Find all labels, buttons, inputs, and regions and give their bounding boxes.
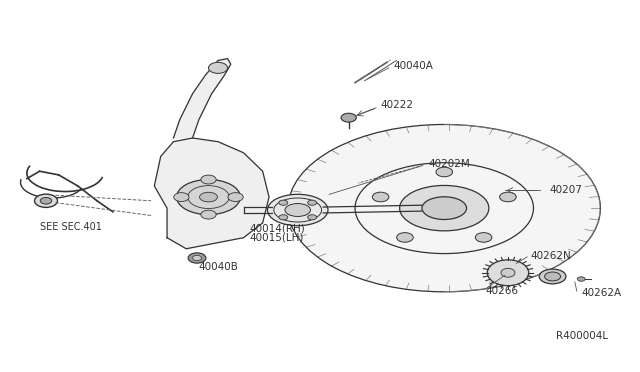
Circle shape: [209, 62, 228, 73]
Text: R400004L: R400004L: [556, 331, 608, 340]
Polygon shape: [173, 59, 231, 138]
Ellipse shape: [200, 192, 218, 202]
Ellipse shape: [268, 194, 328, 226]
Circle shape: [500, 192, 516, 202]
Circle shape: [577, 277, 585, 281]
Ellipse shape: [501, 268, 515, 277]
Circle shape: [279, 215, 288, 220]
Text: 40040B: 40040B: [199, 262, 239, 272]
Ellipse shape: [422, 197, 467, 219]
Text: 40266: 40266: [486, 286, 518, 296]
Circle shape: [201, 210, 216, 219]
Circle shape: [308, 200, 317, 205]
Text: 40040A: 40040A: [394, 61, 433, 71]
Circle shape: [40, 198, 52, 204]
Circle shape: [173, 193, 189, 202]
Circle shape: [35, 194, 58, 208]
Polygon shape: [154, 138, 269, 249]
Text: SEE SEC.401: SEE SEC.401: [40, 222, 102, 232]
Circle shape: [279, 200, 288, 205]
Text: 40015(LH): 40015(LH): [250, 233, 304, 243]
Text: 40202M: 40202M: [428, 159, 470, 169]
Circle shape: [308, 215, 317, 220]
Ellipse shape: [540, 269, 566, 284]
Circle shape: [193, 256, 202, 260]
Circle shape: [476, 232, 492, 242]
Circle shape: [436, 167, 452, 177]
Text: 40222: 40222: [381, 100, 413, 110]
Ellipse shape: [177, 180, 241, 215]
Text: 40262A: 40262A: [581, 288, 621, 298]
Ellipse shape: [487, 260, 529, 286]
Ellipse shape: [545, 272, 561, 281]
Text: 40262N: 40262N: [531, 251, 571, 261]
Text: 40207: 40207: [549, 185, 582, 195]
Text: 40014(RH): 40014(RH): [250, 224, 306, 234]
Circle shape: [188, 253, 206, 263]
Ellipse shape: [285, 203, 310, 217]
Ellipse shape: [288, 125, 600, 292]
Circle shape: [341, 113, 356, 122]
Circle shape: [372, 192, 389, 202]
Circle shape: [201, 175, 216, 184]
Circle shape: [397, 232, 413, 242]
Circle shape: [228, 193, 243, 202]
Ellipse shape: [399, 185, 489, 231]
